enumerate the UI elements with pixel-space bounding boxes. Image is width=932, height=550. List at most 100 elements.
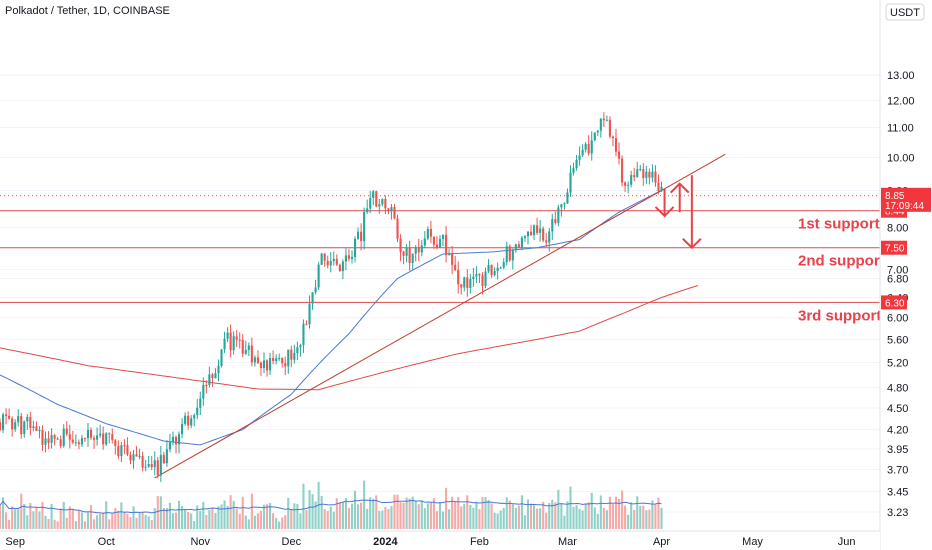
volume-bar — [560, 504, 563, 529]
candle-body — [587, 143, 590, 154]
candle-body — [202, 384, 205, 399]
volume-bar — [302, 483, 305, 529]
candle-body — [329, 261, 332, 266]
volume-bar — [347, 508, 351, 529]
candle-body — [253, 357, 256, 363]
volume-bar — [493, 512, 496, 529]
candle-body — [469, 278, 472, 288]
candle-body — [223, 338, 226, 350]
volume-bar — [86, 512, 90, 529]
volume-bar — [220, 504, 223, 529]
time-tick-label: 2024 — [373, 536, 398, 548]
volume-bar — [617, 499, 621, 529]
volume-bar — [281, 517, 284, 529]
volume-bar — [259, 510, 263, 529]
time-tick-label: Dec — [282, 536, 302, 548]
support-annotation-1: 1st support — [798, 216, 880, 233]
candle-body — [502, 262, 505, 268]
candle-body — [617, 151, 621, 159]
volume-bar — [14, 509, 17, 529]
candle-body — [548, 231, 551, 243]
volume-bar — [390, 506, 393, 529]
volume-bar — [432, 498, 435, 529]
candle-body — [657, 182, 660, 192]
candle-body — [353, 238, 357, 257]
candle-body — [74, 442, 77, 444]
candle-body — [181, 423, 184, 435]
volume-bar — [181, 506, 184, 529]
currency-button[interactable] — [885, 3, 925, 21]
candle-body — [435, 244, 439, 248]
volume-bar — [472, 507, 475, 529]
volume-bar — [193, 521, 196, 529]
candle-body — [475, 273, 478, 277]
candle-body — [120, 445, 123, 457]
volume-bar — [423, 508, 426, 529]
candle-body — [314, 287, 317, 293]
arrow-head — [654, 206, 675, 218]
volume-bar — [17, 509, 20, 529]
candle-body — [578, 155, 581, 160]
volume-bar — [502, 508, 505, 529]
volume-bar — [581, 510, 584, 529]
candle-body — [129, 454, 132, 461]
volume-bar — [496, 513, 499, 529]
volume-bar — [77, 510, 80, 529]
volume-bar — [457, 496, 460, 529]
volume-bar — [83, 521, 87, 529]
time-tick-label: Apr — [653, 536, 670, 548]
volume-bar — [529, 503, 533, 529]
candle-body — [611, 136, 615, 139]
candle-body — [648, 171, 651, 178]
volume-bar — [536, 508, 539, 529]
candle-body — [247, 345, 250, 350]
candle-body — [639, 168, 642, 170]
candle-body — [323, 253, 326, 261]
volume-bar — [429, 502, 432, 529]
candle-body — [654, 171, 657, 183]
candle-body — [23, 421, 26, 434]
candle-body — [405, 247, 408, 256]
candle-body — [627, 184, 630, 186]
volume-bar — [202, 501, 205, 529]
candle-body — [296, 347, 299, 354]
volume-bar — [323, 509, 326, 529]
candle-body — [220, 349, 223, 366]
price-tick-label: 6.00 — [887, 313, 908, 325]
candle-body — [630, 175, 633, 185]
volume-bar — [660, 507, 663, 529]
candle-body — [645, 171, 648, 178]
candle-body — [402, 251, 405, 256]
candle-body — [390, 207, 393, 212]
candle-body — [369, 197, 372, 209]
volume-bar — [414, 500, 417, 529]
candle-body — [429, 228, 432, 237]
volume-bar — [381, 510, 384, 529]
time-axis[interactable]: Sep Oct Nov Dec 2024 Feb Mar Apr May Jun — [0, 530, 880, 550]
volume-bar — [114, 508, 117, 529]
candle-body — [584, 143, 587, 150]
candle-body — [150, 464, 153, 468]
candle-body — [411, 253, 414, 263]
volume-bar — [284, 515, 287, 529]
price-tick-label: 8.00 — [887, 222, 908, 234]
candle-body — [624, 182, 627, 186]
candle-body — [26, 416, 29, 422]
volume-bar — [460, 506, 463, 529]
candle-body — [5, 414, 8, 416]
volume-bar — [275, 518, 278, 529]
volume-bar — [290, 509, 293, 529]
candle-body — [536, 225, 539, 233]
volume-bar — [326, 510, 329, 529]
candle-body — [533, 225, 536, 236]
volume-bar — [214, 513, 217, 529]
candle-body — [520, 237, 523, 248]
volume-bar — [223, 500, 226, 529]
volume-bar — [405, 497, 408, 529]
volume-bar — [89, 505, 93, 529]
candle-body — [633, 175, 636, 178]
candle-body — [554, 219, 557, 223]
candle-body — [381, 198, 384, 205]
